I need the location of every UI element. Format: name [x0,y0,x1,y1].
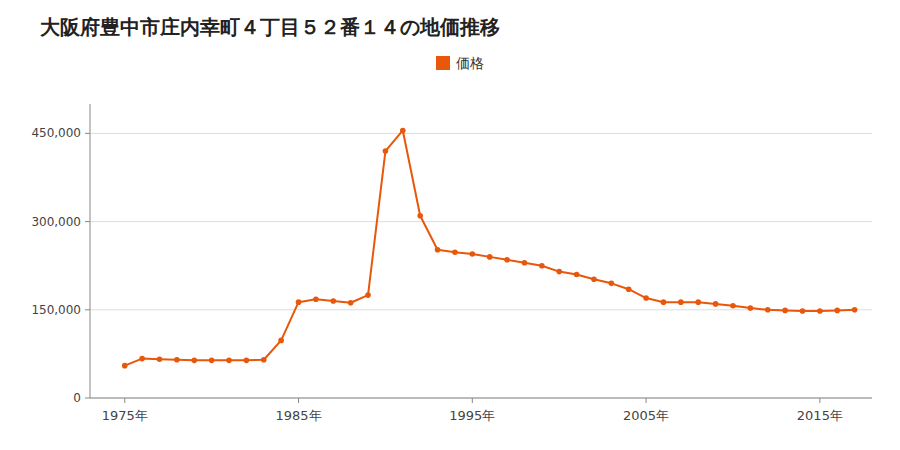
point [800,308,806,314]
point [817,308,823,314]
point [417,213,423,219]
point [174,357,180,363]
x-tick-label: 2015年 [797,408,843,423]
point [383,148,389,154]
y-axis-line [90,104,91,398]
point [713,301,719,307]
point [765,307,771,313]
point [730,303,736,309]
line [125,130,855,365]
point [609,281,615,287]
point [591,276,597,282]
point [122,363,128,369]
point [278,338,284,344]
y-tick-label: 300,000 [31,215,81,229]
point [504,257,510,263]
point [244,358,250,364]
y-tick [85,309,90,310]
point [782,308,788,314]
y-tick [85,133,90,134]
point [261,357,267,363]
x-tick [472,398,473,403]
point [574,272,580,278]
point [695,299,701,305]
point [330,298,336,304]
point [209,358,215,364]
y-tick-label: 0 [73,391,81,405]
point [435,247,441,253]
legend-label: 価格 [456,55,484,71]
x-axis-line [90,398,872,399]
point [556,269,562,275]
plot-data [122,128,857,369]
grid-line [90,133,872,134]
x-tick-label: 1975年 [102,408,148,423]
legend-swatch [436,56,450,70]
x-tick [124,398,125,403]
point [452,249,458,255]
grid-line [90,221,872,222]
point [191,358,197,364]
point [400,128,406,134]
point [748,305,754,311]
point [487,254,493,260]
point [522,260,528,266]
point [313,296,319,302]
point [226,358,232,364]
y-tick-label: 450,000 [31,126,81,140]
y-tick [85,221,90,222]
x-tick [298,398,299,403]
point [643,295,649,301]
point [626,286,632,292]
legend: 価格 [436,55,484,71]
x-tick [819,398,820,403]
point [852,307,858,313]
title: 大阪府豊中市庄内幸町４丁目５２番１４の地価推移 [40,15,500,39]
point [348,300,354,306]
y-tick [85,398,90,399]
point [365,292,371,298]
grid [90,133,872,398]
x-tick-label: 1995年 [449,408,495,423]
chart: 大阪府豊中市庄内幸町４丁目５２番１４の地価推移 0 150,000 300,000 45… [0,0,900,450]
x-tick [646,398,647,403]
point [296,299,302,305]
point [470,251,476,257]
point [539,263,545,269]
point [678,299,684,305]
y-tick-label: 150,000 [31,303,81,317]
point [834,308,840,314]
point [661,299,667,305]
point [157,356,163,362]
x-tick-label: 1985年 [275,408,321,423]
point [139,356,145,362]
grid-line [90,398,872,399]
x-tick-label: 2005年 [623,408,669,423]
